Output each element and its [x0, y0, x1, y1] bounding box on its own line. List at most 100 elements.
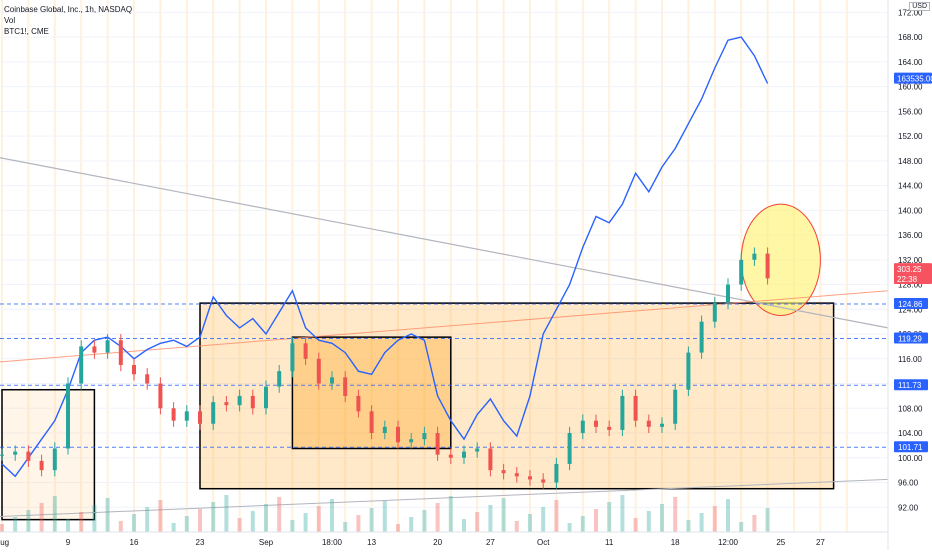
volume-bar [39, 503, 44, 532]
volume-bar [330, 499, 334, 532]
volume-bar [343, 522, 348, 532]
candle-body [488, 448, 493, 471]
candle-body [633, 395, 638, 421]
candle-body [26, 451, 31, 461]
candle-body [475, 448, 480, 452]
candle-body [171, 408, 176, 421]
y-tick-label: 132.00 [898, 256, 923, 265]
session-stripe [687, 0, 690, 532]
value-badge-label: 303.25 [897, 265, 922, 274]
candle-body [726, 284, 730, 304]
volume-bar [699, 513, 704, 532]
candle-body [422, 433, 427, 440]
session-stripe [370, 0, 373, 532]
candle-body [673, 389, 678, 424]
x-tick-label: 12:00 [718, 538, 739, 547]
x-tick-label: 20 [433, 538, 442, 547]
candle-body [118, 340, 123, 365]
candle-body [158, 383, 163, 409]
x-tick-label: Aug [0, 538, 9, 547]
session-stripe [317, 0, 320, 532]
session-stripe [581, 0, 584, 532]
session-stripe [713, 0, 716, 532]
volume-bar [422, 510, 427, 532]
volume-bar [356, 515, 361, 532]
session-stripe [555, 0, 558, 532]
y-tick-label: 96.00 [898, 479, 919, 488]
candle-body [448, 454, 453, 458]
candle-body [594, 420, 598, 427]
volume-bar [435, 503, 440, 532]
volume-bar [528, 514, 532, 532]
y-tick-label: 164.00 [898, 58, 923, 67]
session-stripe [1, 0, 3, 532]
volume-bar [501, 498, 506, 532]
volume-bar [92, 505, 97, 532]
candle-body [765, 253, 770, 279]
candle-body [250, 395, 255, 409]
session-stripe [185, 0, 188, 532]
volume-bar [580, 516, 585, 532]
candle-body [554, 463, 559, 483]
candle-body [79, 346, 84, 384]
volume-bar [211, 502, 216, 532]
y-tick-label: 124.00 [898, 305, 923, 314]
candle-body [0, 454, 4, 456]
candle-body [145, 374, 150, 384]
currency-badge[interactable]: USD [909, 2, 930, 11]
volume-bar [396, 524, 400, 532]
session-stripe [845, 0, 848, 532]
volume-bar [554, 500, 559, 532]
candle-body [580, 420, 585, 434]
volume-bar [303, 513, 308, 532]
candle-body [198, 411, 202, 424]
session-stripe [238, 0, 241, 532]
volume-bar [409, 517, 414, 532]
volume-bar [646, 511, 651, 532]
session-stripe [80, 0, 83, 532]
overlay-series-line [1, 36, 769, 478]
candle-body [105, 340, 110, 353]
volume-bar [184, 516, 189, 532]
x-tick-label: 27 [486, 538, 495, 547]
volume-bar [224, 495, 229, 532]
session-stripe [423, 0, 426, 532]
y-tick-label: 128.00 [898, 281, 923, 290]
y-tick-label: 92.00 [898, 503, 919, 512]
volume-bar [105, 498, 110, 532]
candle-body [739, 259, 744, 285]
price-level-label: 124.86 [898, 300, 923, 309]
candle-body [303, 343, 308, 359]
volume-bar [488, 505, 493, 532]
price-level-badge [894, 297, 928, 309]
volume-bar [277, 497, 282, 532]
volume-label: Vol [4, 16, 16, 25]
price-level-badge [894, 379, 928, 391]
session-stripe [344, 0, 347, 532]
session-stripe [291, 0, 294, 532]
value-badge-label: 163535.00 [897, 75, 932, 84]
candle-body [462, 451, 466, 458]
candle-body [330, 377, 334, 384]
volume-bar [237, 518, 242, 532]
candle-body [132, 364, 136, 375]
candle-body [712, 303, 717, 322]
y-tick-label: 144.00 [898, 182, 923, 191]
candle-body [66, 383, 70, 449]
y-tick-label: 168.00 [898, 33, 923, 42]
volume-bar [475, 512, 480, 532]
candle-body [211, 402, 216, 424]
volume-bar [79, 512, 84, 532]
price-level-label: 119.29 [898, 334, 922, 343]
value-badge [894, 72, 932, 84]
volume-bar [712, 506, 717, 532]
x-tick-label: 27 [816, 538, 825, 547]
session-stripe [634, 0, 637, 532]
candle-body [528, 476, 532, 480]
session-stripe [53, 0, 56, 532]
volume-bar [686, 520, 691, 532]
volume-bar [145, 507, 150, 532]
session-stripe [265, 0, 267, 532]
